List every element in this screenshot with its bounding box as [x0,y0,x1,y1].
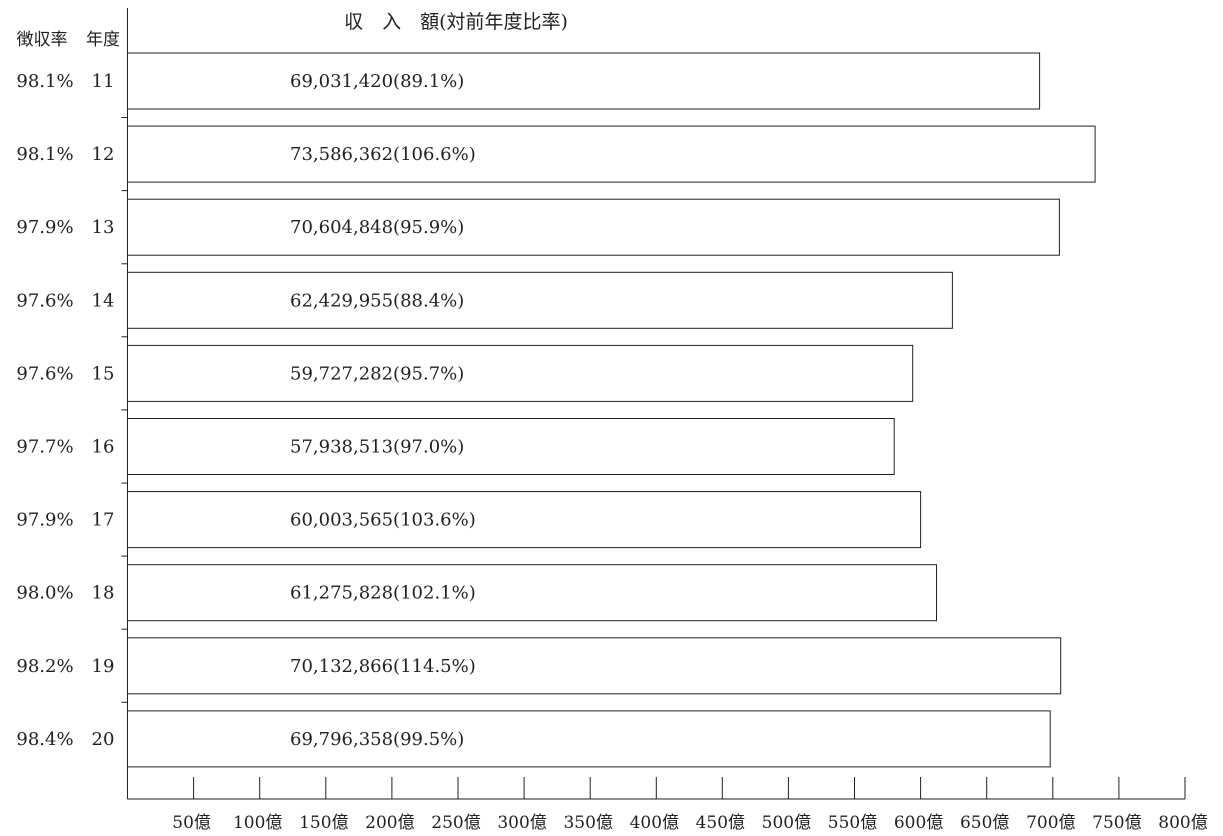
collection-rate-label: 98.1% [16,71,73,92]
bar [127,344,914,402]
collection-rate-label: 98.4% [16,729,73,750]
bar [127,710,1051,768]
bar-value-label: 57,938,513(97.0%) [290,437,464,458]
x-tick-label: 200億 [365,813,414,833]
bar [127,564,937,622]
bar-value-label: 70,604,848(95.9%) [290,217,464,238]
bar [127,125,1096,183]
x-tick-label: 650億 [960,813,1009,833]
bar-value-label: 73,586,362(106.6%) [290,144,476,165]
year-label: 17 [92,510,115,531]
x-tick-label: 450億 [696,813,745,833]
bar-value-label: 70,132,866(114.5%) [290,656,476,677]
collection-rate-label: 98.1% [16,144,73,165]
x-tick-label: 50億 [172,813,211,833]
year-column-header: 年度 [86,30,120,50]
bar-value-label: 60,003,565(103.6%) [290,510,476,531]
year-label: 13 [92,217,115,238]
rate-column-header: 徴収率 [17,30,68,50]
year-label: 15 [92,363,115,384]
x-tick-label: 550億 [828,813,877,833]
x-tick-label: 100億 [233,813,282,833]
bars-group: 69,031,420(89.1%) 98.1% 11 73,586,362(106.6… [16,52,1096,768]
year-label: 12 [92,144,115,165]
collection-rate-label: 98.0% [16,583,73,604]
x-axis-ticks: 50億 100億 150億 200億 250億 300億 350億 400億 450億 500億 5… [172,777,1208,833]
bar [127,418,895,475]
x-tick-label: 800億 [1158,813,1207,833]
year-label: 18 [92,583,115,604]
x-tick-label: 700億 [1026,813,1075,833]
bar-value-label: 69,031,420(89.1%) [290,71,464,92]
x-tick-label: 750億 [1092,813,1141,833]
collection-rate-label: 97.9% [16,510,73,531]
bar-value-label: 62,429,955(88.4%) [290,290,464,311]
year-label: 11 [92,71,115,92]
bar [127,271,953,329]
year-label: 14 [92,290,115,311]
year-label: 16 [92,437,115,458]
x-tick-label: 250億 [431,813,480,833]
chart-title: 収 入 額(対前年度比率) [344,11,568,33]
collection-rate-label: 98.2% [16,656,73,677]
x-tick-label: 350億 [563,813,612,833]
bar-value-label: 69,796,358(99.5%) [290,729,464,750]
bar [127,198,1060,256]
x-tick-label: 150億 [299,813,348,833]
collection-rate-label: 97.6% [16,363,73,384]
collection-rate-label: 97.7% [16,437,73,458]
x-tick-label: 300億 [497,813,546,833]
x-tick-label: 400億 [630,813,679,833]
bar [127,491,922,549]
bar [127,52,1041,110]
collection-rate-label: 97.6% [16,290,73,311]
year-label: 20 [92,729,115,750]
x-tick-label: 500億 [762,813,811,833]
bar-value-label: 61,275,828(102.1%) [290,583,476,604]
collection-rate-label: 97.9% [16,217,73,238]
year-label: 19 [92,656,115,677]
x-tick-label: 600億 [894,813,943,833]
bar-value-label: 59,727,282(95.7%) [290,363,464,384]
bar [127,637,1062,695]
